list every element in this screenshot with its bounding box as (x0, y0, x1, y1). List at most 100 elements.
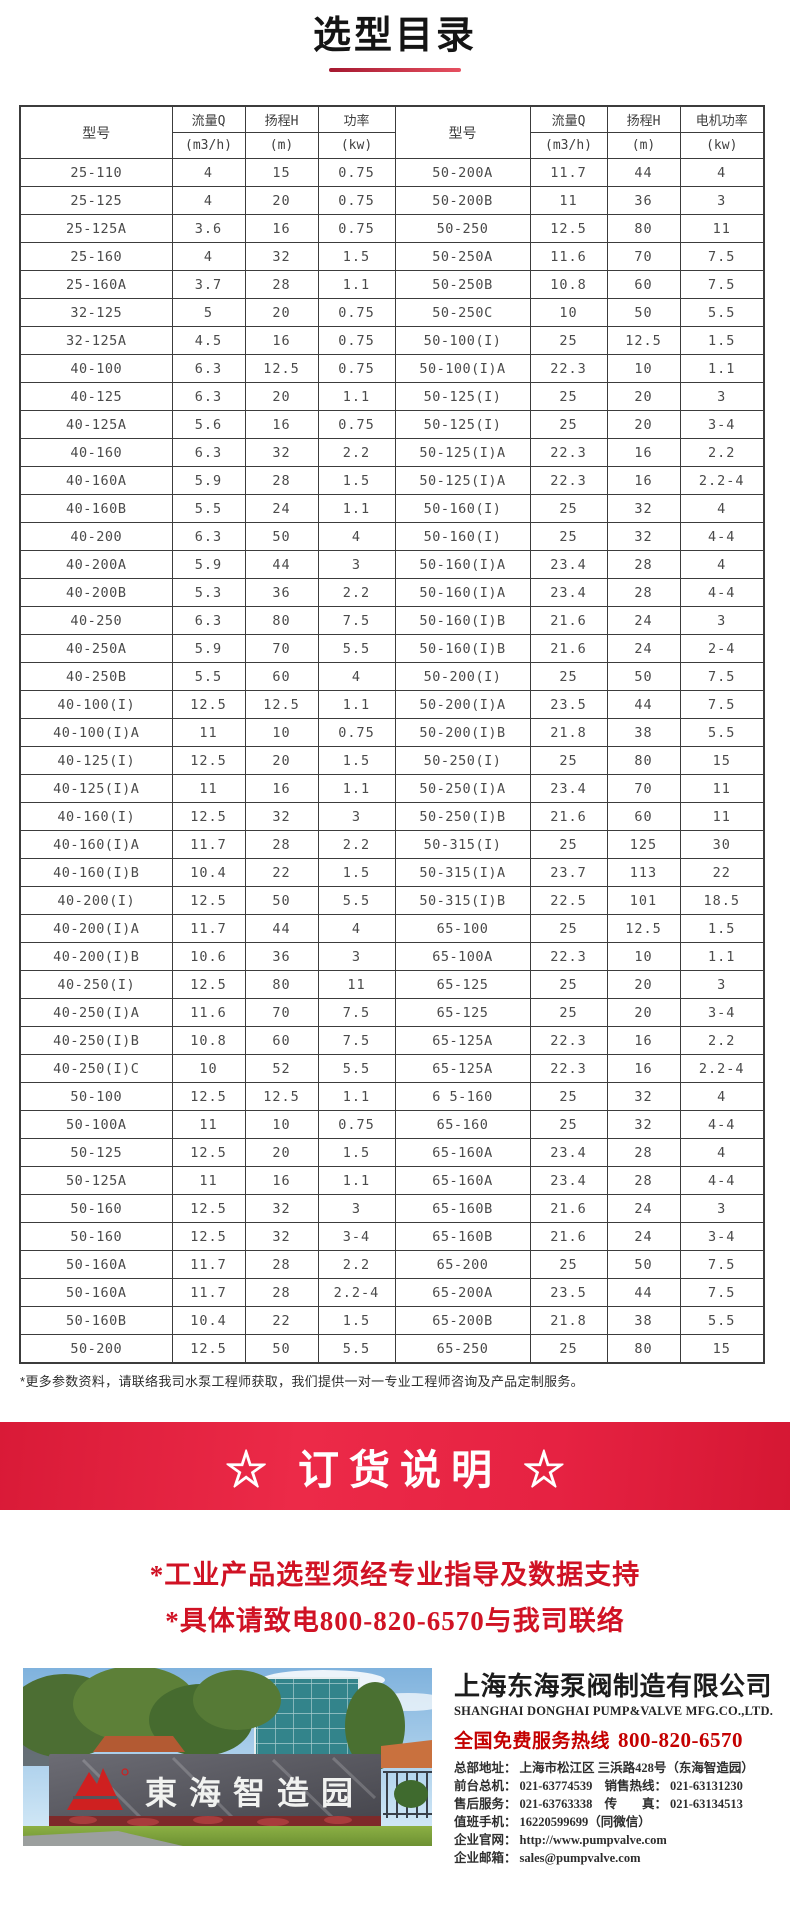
value-cell: 1.5 (317, 1306, 396, 1335)
company-info-list: 总部地址： 上海市松江区 三浜路428号（东海智造园） 前台总机： 021-63774… (454, 1759, 776, 1867)
value-cell: 80 (606, 1334, 681, 1364)
table-row: 40-160(I) 12.5 32 3 50-250(I)B 21.6 60 11 (19, 802, 765, 831)
value-cell: 10 (171, 1054, 246, 1083)
value-cell: 44 (244, 550, 319, 579)
column-header: 流量Q (171, 105, 246, 133)
value-cell: 10 (529, 298, 608, 327)
info-pair: 企业邮箱： sales@pumpvalve.com (454, 1851, 641, 1865)
far-building (381, 1740, 432, 1768)
value-cell: 28 (606, 1138, 681, 1167)
value-cell: 11 (679, 774, 765, 803)
value-cell: 11.7 (171, 830, 246, 859)
value-cell: 21.8 (529, 1306, 608, 1335)
value-cell: 16 (606, 466, 681, 495)
company-email[interactable]: sales@pumpvalve.com (519, 1851, 641, 1865)
info-pair: 售后服务： 021-63763338 (454, 1797, 592, 1811)
value-cell: 22.3 (529, 942, 608, 971)
model-cell: 65-100A (394, 942, 531, 971)
value-cell: 7.5 (679, 270, 765, 299)
value-cell: 22.5 (529, 886, 608, 915)
info-label: 传 真： (604, 1797, 667, 1811)
company-section: 東海智造园 上海东海泵阀制造有限公司 SHANGHAI DONGHAI PUMP… (0, 1668, 790, 1867)
value-cell: 5.5 (317, 886, 396, 915)
table-row: 50-100 12.5 12.5 1.1 6 5-160 25 32 4 (19, 1082, 765, 1111)
value-cell: 12.5 (606, 326, 681, 355)
model-cell: 40-250 (19, 606, 173, 635)
value-cell: 60 (606, 802, 681, 831)
value-cell: 22 (244, 858, 319, 887)
value-cell: 22 (679, 858, 765, 887)
table-row: 40-250(I)A 11.6 70 7.5 65-125 25 20 3-4 (19, 998, 765, 1027)
value-cell: 12.5 (171, 1222, 246, 1251)
value-cell: 16 (244, 326, 319, 355)
company-website[interactable]: http://www.pumpvalve.com (519, 1833, 667, 1847)
value-cell: 1.5 (317, 858, 396, 887)
value-cell: 3 (317, 550, 396, 579)
value-cell: 7.5 (679, 690, 765, 719)
value-cell: 24 (244, 494, 319, 523)
order-note-line: *具体请致电800-820-6570与我司联络 (165, 1606, 625, 1636)
model-cell: 50-250(I)B (394, 802, 531, 831)
value-cell: 3 (679, 1194, 765, 1223)
value-cell: 4-4 (679, 522, 765, 551)
value-cell: 44 (606, 690, 681, 719)
model-cell: 50-125 (19, 1138, 173, 1167)
info-label: 值班手机： (454, 1815, 517, 1829)
value-cell: 2.2-4 (679, 466, 765, 495)
value-cell: 28 (244, 270, 319, 299)
value-cell: 36 (606, 186, 681, 215)
column-header: 功率 (317, 105, 396, 133)
table-row: 40-125(I)A 11 16 1.1 50-250(I)A 23.4 70 11 (19, 774, 765, 803)
value-cell: 11.7 (529, 158, 608, 187)
value-cell: 3 (317, 942, 396, 971)
info-pair: 企业官网： http://www.pumpvalve.com (454, 1833, 667, 1847)
value-cell: 80 (244, 606, 319, 635)
column-header: 扬程H (606, 105, 681, 133)
value-cell: 12.5 (529, 214, 608, 243)
value-cell: 7.5 (679, 662, 765, 691)
value-cell: 23.4 (529, 550, 608, 579)
order-banner-title: ☆ 订货说明 ☆ (225, 1447, 575, 1493)
value-cell: 16 (244, 774, 319, 803)
table-footnote: *更多参数资料，请联络我司水泵工程师获取，我们提供一对一专业工程师咨询及产品定制… (20, 1374, 584, 1389)
value-cell: 4 (679, 158, 765, 187)
model-cell: 40-160 (19, 438, 173, 467)
model-cell: 40-160(I)A (19, 830, 173, 859)
table-row: 40-160(I)B 10.4 22 1.5 50-315(I)A 23.7 113 22 (19, 858, 765, 887)
value-cell: 1.1 (317, 690, 396, 719)
model-cell: 50-250(I)A (394, 774, 531, 803)
value-cell: 25 (529, 662, 608, 691)
value-cell: 0.75 (317, 214, 396, 243)
value-cell: 24 (606, 1222, 681, 1251)
table-row: 50-100A 11 10 0.75 65-160 25 32 4-4 (19, 1110, 765, 1139)
value-cell: 4-4 (679, 1110, 765, 1139)
column-unit: (m3/h) (529, 132, 608, 159)
value-cell: 20 (244, 746, 319, 775)
model-cell: 50-200 (19, 1334, 173, 1364)
info-value: 021-63774539 (519, 1779, 593, 1793)
column-unit: (kw) (317, 132, 396, 159)
value-cell: 80 (244, 970, 319, 999)
value-cell: 10 (606, 354, 681, 383)
title-underline (329, 68, 461, 72)
value-cell: 32 (606, 1110, 681, 1139)
tree (193, 1670, 281, 1730)
value-cell: 20 (606, 970, 681, 999)
table-row: 40-160 6.3 32 2.2 50-125(I)A 22.3 16 2.2 (19, 438, 765, 467)
value-cell: 0.75 (317, 186, 396, 215)
value-cell: 6.3 (171, 522, 246, 551)
value-cell: 25 (529, 326, 608, 355)
value-cell: 21.6 (529, 606, 608, 635)
value-cell: 32 (244, 802, 319, 831)
value-cell: 3 (317, 1194, 396, 1223)
value-cell: 25 (529, 382, 608, 411)
table-row: 40-160A 5.9 28 1.5 50-125(I)A 22.3 16 2.2-4 (19, 466, 765, 495)
value-cell: 50 (244, 522, 319, 551)
value-cell: 1.1 (679, 354, 765, 383)
value-cell: 50 (244, 886, 319, 915)
value-cell: 3-4 (679, 410, 765, 439)
table-body: 25-110 4 15 0.75 50-200A 11.7 44 4 25-125 4 20 0.75… (19, 158, 765, 1364)
value-cell: 7.5 (317, 998, 396, 1027)
value-cell: 1.5 (679, 326, 765, 355)
value-cell: 1.5 (679, 914, 765, 943)
